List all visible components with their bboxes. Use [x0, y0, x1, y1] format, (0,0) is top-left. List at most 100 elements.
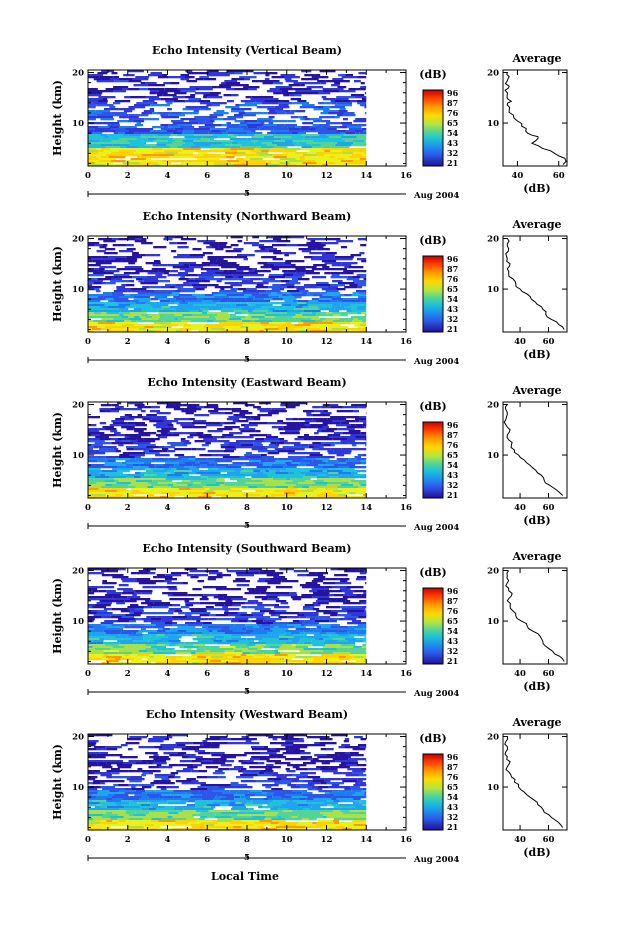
heatmap-cell — [359, 416, 367, 419]
heatmap-cell — [199, 76, 209, 79]
heatmap-cell — [230, 782, 239, 785]
heatmap-cell — [139, 88, 148, 91]
heatmap-cell — [354, 826, 366, 829]
heatmap-cell — [231, 634, 247, 637]
heatmap-cell — [147, 320, 164, 323]
heatmap-cell — [293, 88, 312, 91]
heatmap-cell — [104, 130, 110, 133]
heatmap-cell — [166, 476, 175, 479]
heatmap-cell — [136, 278, 142, 281]
heatmap-cell — [317, 624, 331, 627]
colorbar-tick-label: 54 — [447, 128, 459, 138]
heatmap-cell — [278, 822, 285, 825]
heatmap-cell — [116, 602, 125, 605]
heatmap-cell — [302, 104, 315, 107]
heatmap-cell — [126, 592, 135, 595]
heatmap-cell — [227, 656, 233, 659]
heatmap-cell — [281, 314, 296, 317]
heatmap-cell — [269, 656, 284, 659]
heatmap-cell — [354, 456, 361, 459]
heatmap-cell — [297, 244, 310, 247]
heatmap-cell — [200, 812, 214, 815]
heatmap-cell — [249, 312, 267, 315]
heatmap-cell — [203, 492, 216, 495]
heatmap-cell — [339, 318, 349, 321]
heatmap-cell — [199, 790, 213, 793]
heatmap-cell — [365, 648, 367, 651]
heatmap-cell — [271, 774, 285, 777]
heatmap-cell — [141, 626, 153, 629]
heatmap-cell — [364, 152, 367, 155]
heatmap-cell — [105, 484, 113, 487]
heatmap-cell — [110, 160, 126, 163]
heatmap-cell — [183, 768, 194, 771]
heatmap-cell — [235, 824, 247, 827]
x-tick-label: 2 — [125, 669, 131, 679]
heatmap-cell — [206, 472, 221, 475]
heatmap-cell — [251, 476, 268, 479]
heatmap-cell — [278, 102, 293, 105]
heatmap-cell — [231, 410, 249, 413]
heatmap-cell — [99, 802, 116, 805]
heatmap-cell — [97, 444, 103, 447]
heatmap-cell — [364, 808, 367, 811]
heatmap-cell — [103, 150, 119, 153]
avg-profile-line — [503, 404, 564, 496]
heatmap-cell — [269, 802, 286, 805]
heatmap-cell — [217, 478, 225, 481]
heatmap-cell — [94, 268, 99, 271]
heatmap-cell — [149, 90, 159, 93]
heatmap-cell — [218, 246, 232, 249]
heatmap-cell — [364, 820, 367, 823]
heatmap-cell — [317, 472, 329, 475]
heatmap-cell — [282, 422, 300, 425]
heatmap-cell — [235, 776, 254, 779]
heatmap-cell — [338, 328, 346, 331]
heatmap-cell — [303, 606, 310, 609]
heatmap-cell — [94, 128, 111, 131]
heatmap-cell — [165, 314, 175, 317]
heatmap-cell — [364, 162, 367, 165]
heatmap-cell — [204, 330, 222, 333]
heatmap-cell — [261, 598, 268, 601]
heatmap-cell — [310, 628, 317, 631]
heatmap-cell — [145, 814, 155, 817]
heatmap-cell — [181, 410, 197, 413]
heatmap-cell — [219, 278, 224, 281]
heatmap-cell — [325, 318, 334, 321]
heatmap-cell — [332, 630, 339, 633]
heatmap-cell — [141, 442, 151, 445]
heatmap-cell — [333, 598, 348, 601]
heatmap-cell — [325, 290, 339, 293]
heatmap-cell — [263, 620, 276, 623]
heatmap-cell — [126, 820, 134, 823]
heatmap-cell — [348, 800, 355, 803]
heatmap-cell — [181, 300, 186, 303]
heatmap-cell — [111, 112, 127, 115]
heatmap-cell — [88, 312, 94, 315]
heatmap-cell — [276, 756, 287, 759]
heatmap-cell — [253, 626, 259, 629]
heatmap-cell — [263, 646, 270, 649]
heatmap-cell — [227, 132, 235, 135]
heatmap-cell — [310, 760, 325, 763]
heatmap-cell — [236, 584, 250, 587]
heatmap-cell — [324, 810, 333, 813]
heatmap-cell — [105, 428, 117, 431]
x-tick-label: 10 — [281, 669, 293, 679]
heatmap-cell — [200, 160, 208, 163]
heatmap-cell — [159, 766, 173, 769]
heatmap-cell — [101, 570, 118, 573]
heatmap-cell — [281, 276, 286, 279]
heatmap-cell — [198, 662, 215, 665]
heatmap-cell — [172, 814, 186, 817]
heatmap-cell — [242, 290, 248, 293]
heatmap-cell — [295, 138, 304, 141]
heatmap-cell — [179, 156, 195, 159]
heatmap-cell — [284, 134, 302, 137]
heatmap-cell — [172, 164, 180, 167]
heatmap-cell — [364, 106, 367, 109]
heatmap-cell — [285, 418, 293, 421]
heatmap-cell — [216, 480, 225, 483]
heatmap-cell — [100, 782, 105, 785]
